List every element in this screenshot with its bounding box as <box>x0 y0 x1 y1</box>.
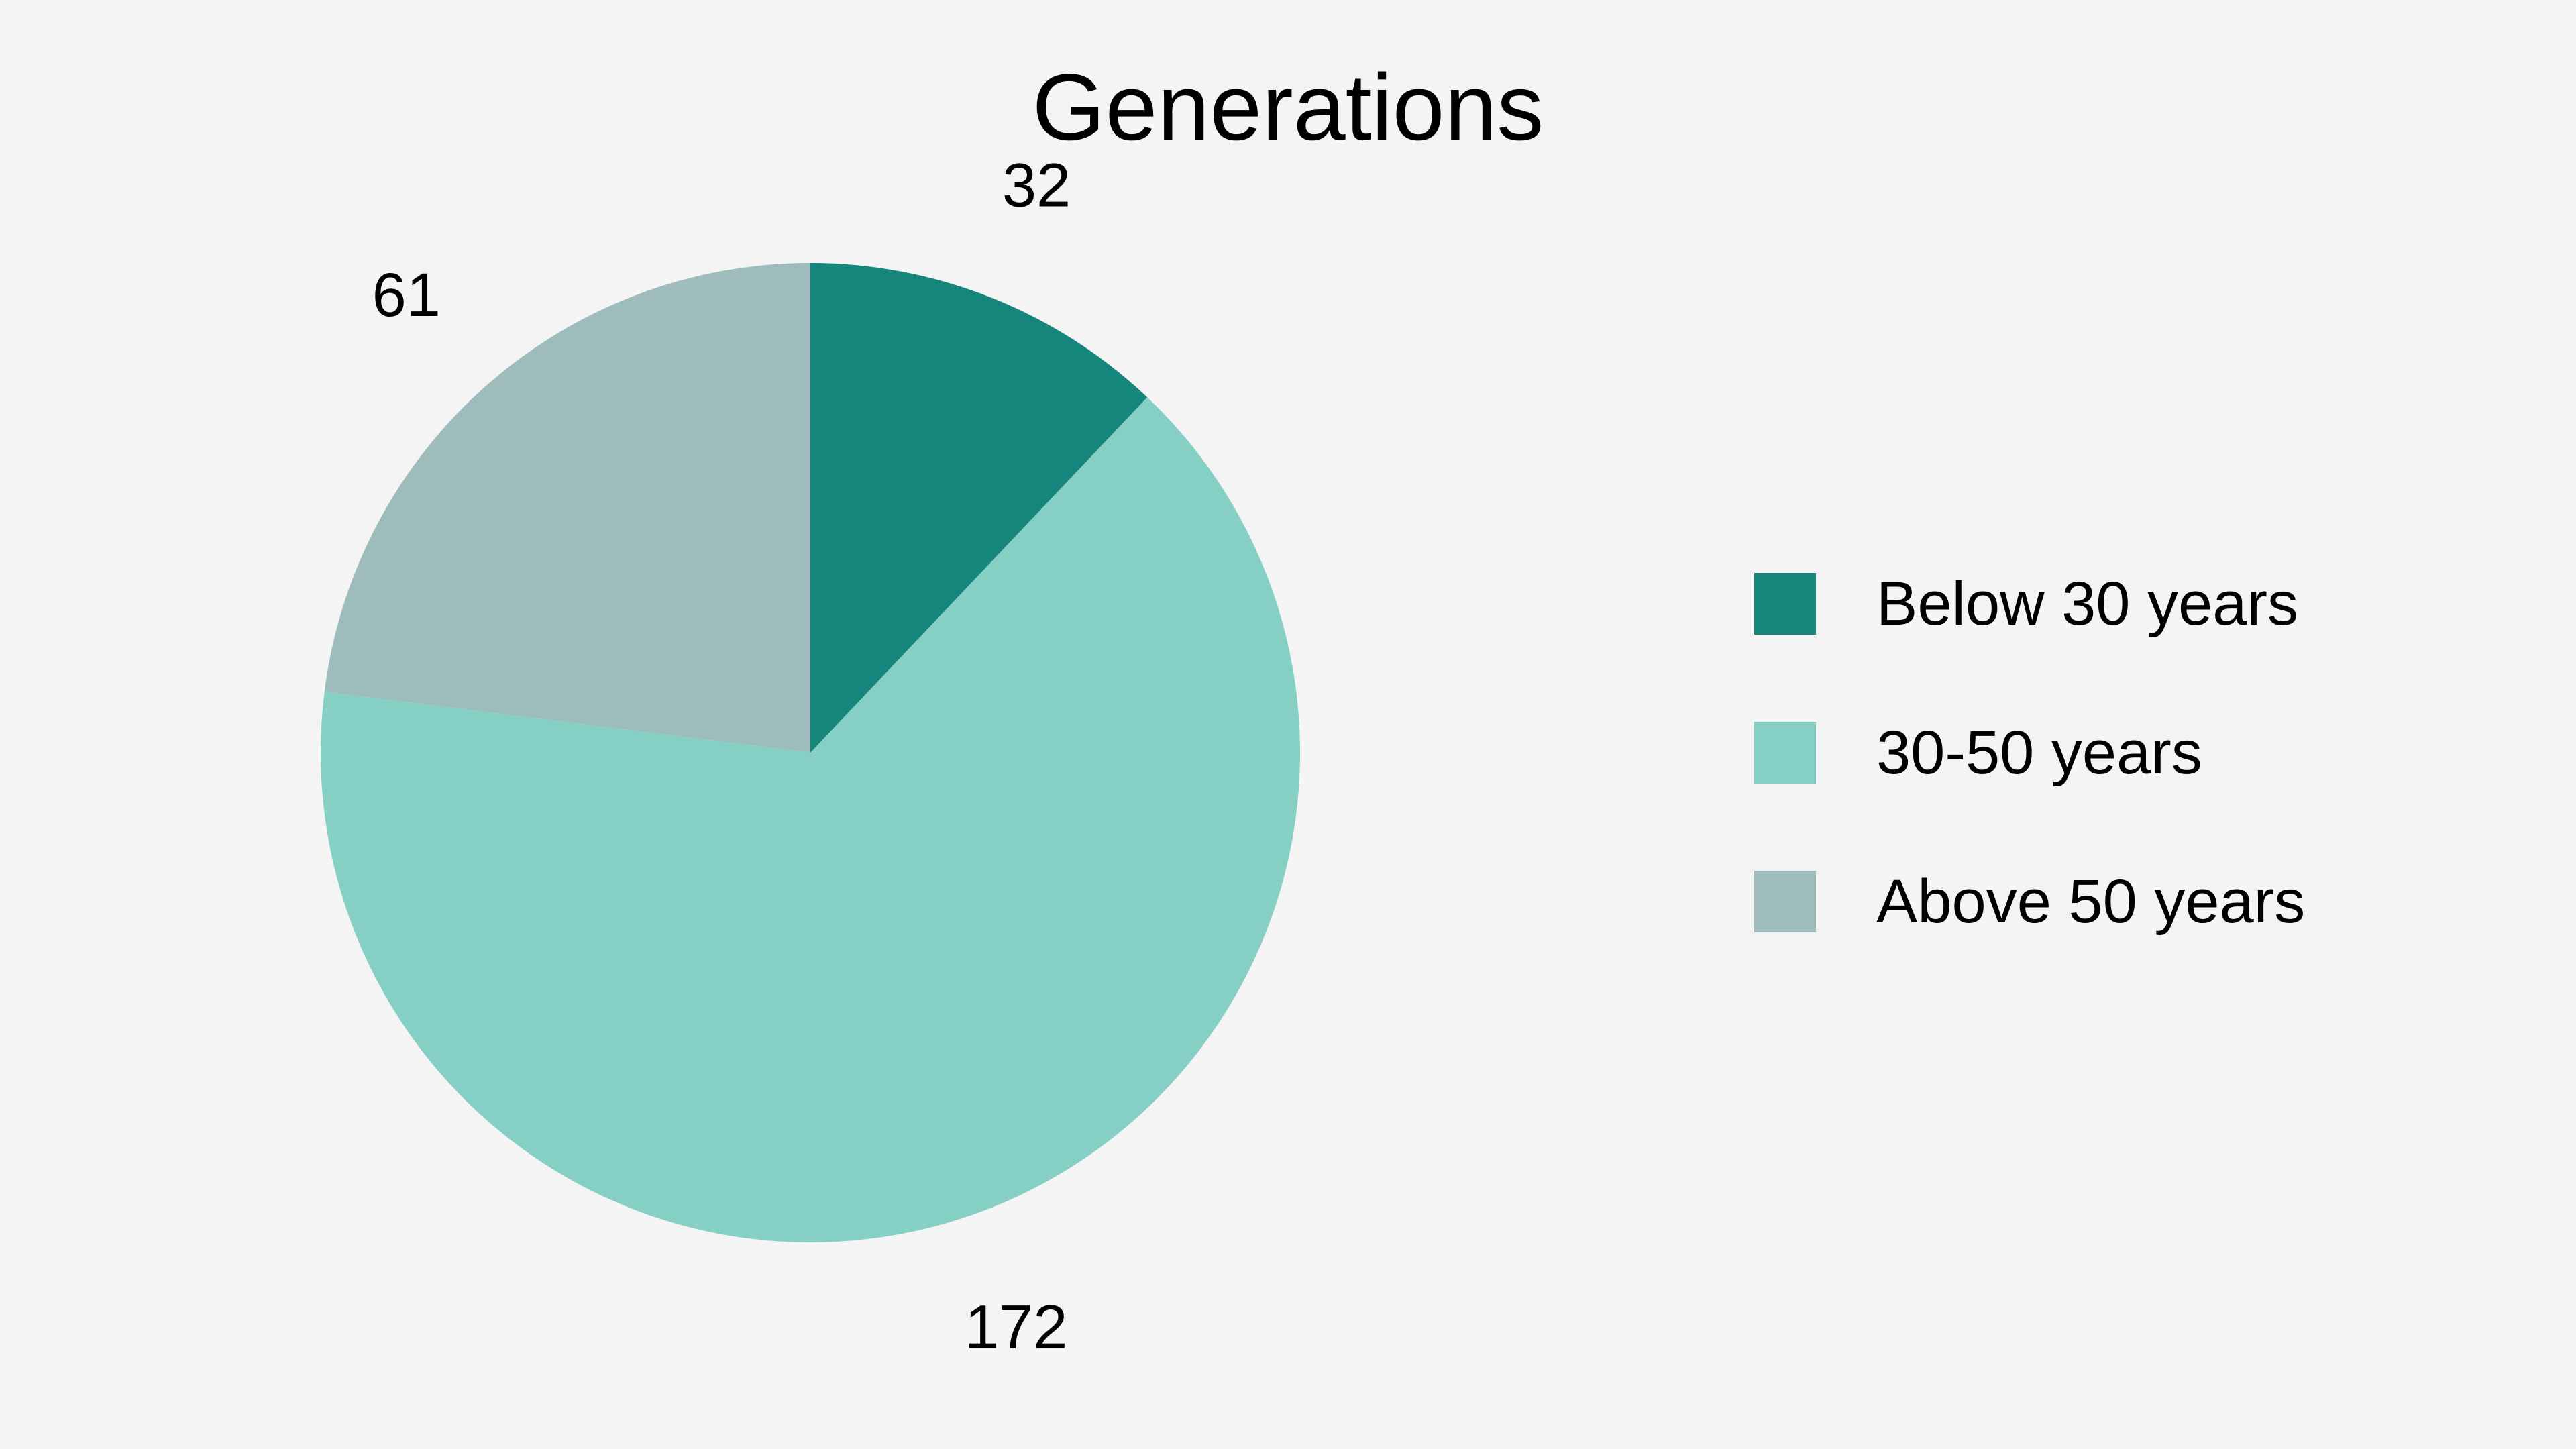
data-label-above-50: 61 <box>372 261 441 329</box>
pie-slice-30-50 <box>321 397 1301 1243</box>
legend-swatch-30-50 <box>1754 722 1816 784</box>
chart-title: Generations <box>1032 54 1544 160</box>
pie-slice-above-50 <box>324 263 810 753</box>
data-label-30-50: 172 <box>965 1293 1068 1362</box>
legend-swatch-above-50 <box>1754 871 1816 932</box>
legend-label-above-50: Above 50 years <box>1876 867 2306 936</box>
legend-label-below-30: Below 30 years <box>1876 570 2298 638</box>
legend-swatch-below-30 <box>1754 573 1816 635</box>
data-label-below-30: 32 <box>1002 152 1071 220</box>
pie-slice-below-30 <box>810 263 1148 753</box>
legend-label-30-50: 30-50 years <box>1876 718 2202 787</box>
